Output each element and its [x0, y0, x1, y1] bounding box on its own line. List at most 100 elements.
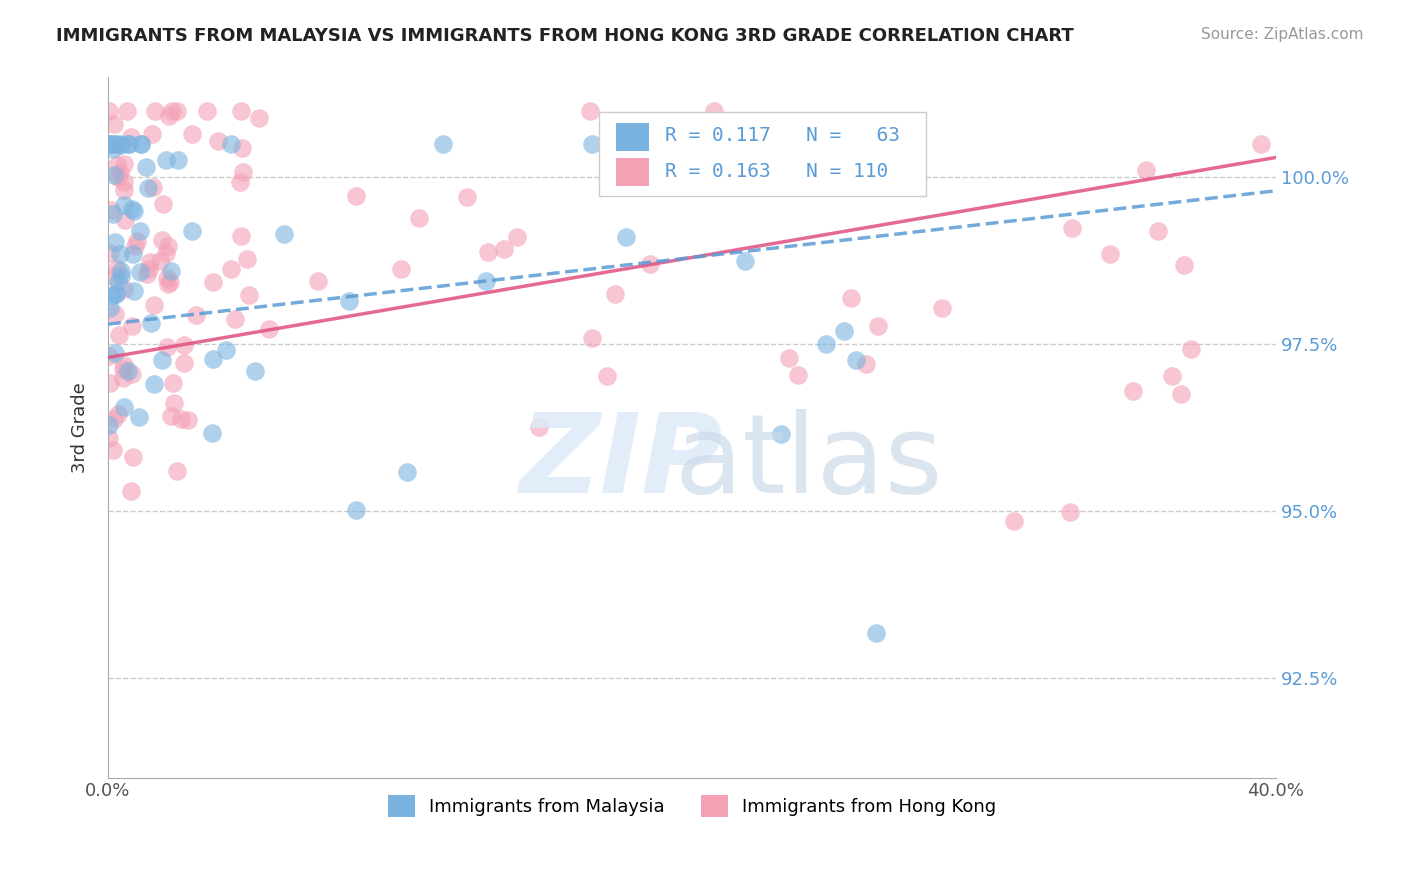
Immigrants from Hong Kong [638, 257, 661, 271]
Immigrants from Hong Kong [713, 161, 735, 176]
Immigrants from Hong Kong [492, 242, 515, 256]
Immigrants from Hong Kong [121, 318, 143, 333]
Immigrants from Malaysia [167, 153, 190, 167]
Immigrants from Hong Kong [100, 203, 122, 218]
Immigrants from Hong Kong [125, 234, 148, 248]
Immigrants from Malaysia [118, 137, 141, 152]
Text: IMMIGRANTS FROM MALAYSIA VS IMMIGRANTS FROM HONG KONG 3RD GRADE CORRELATION CHAR: IMMIGRANTS FROM MALAYSIA VS IMMIGRANTS F… [56, 27, 1074, 45]
Immigrants from Hong Kong [98, 103, 121, 118]
Immigrants from Hong Kong [160, 103, 183, 118]
Immigrants from Malaysia [101, 207, 124, 221]
Immigrants from Malaysia [104, 137, 127, 152]
Immigrants from Hong Kong [866, 319, 889, 334]
Immigrants from Hong Kong [1099, 247, 1122, 261]
Immigrants from Hong Kong [841, 291, 863, 305]
Immigrants from Hong Kong [231, 141, 253, 155]
Immigrants from Hong Kong [143, 103, 166, 118]
Immigrants from Hong Kong [1059, 505, 1081, 519]
Immigrants from Hong Kong [931, 301, 953, 315]
FancyBboxPatch shape [599, 112, 925, 196]
Immigrants from Malaysia [108, 247, 131, 261]
Immigrants from Hong Kong [103, 412, 125, 426]
Immigrants from Malaysia [201, 426, 224, 441]
Immigrants from Malaysia [121, 202, 143, 216]
Immigrants from Hong Kong [1135, 163, 1157, 178]
Immigrants from Hong Kong [120, 129, 142, 144]
Immigrants from Malaysia [98, 301, 121, 316]
Immigrants from Malaysia [138, 180, 160, 194]
Bar [616, 123, 648, 151]
Immigrants from Hong Kong [1173, 258, 1195, 272]
Immigrants from Malaysia [98, 418, 121, 433]
Immigrants from Hong Kong [1250, 137, 1272, 152]
Immigrants from Hong Kong [195, 103, 218, 118]
Immigrants from Hong Kong [170, 412, 193, 426]
Immigrants from Hong Kong [202, 275, 225, 289]
Immigrants from Hong Kong [157, 109, 180, 123]
Immigrants from Malaysia [581, 137, 603, 152]
Text: R = 0.117   N =   63: R = 0.117 N = 63 [665, 126, 900, 145]
Immigrants from Malaysia [103, 142, 125, 156]
Immigrants from Hong Kong [136, 267, 159, 281]
Immigrants from Malaysia [814, 337, 837, 351]
Immigrants from Hong Kong [115, 103, 138, 118]
Immigrants from Hong Kong [603, 287, 626, 301]
Immigrants from Malaysia [344, 502, 367, 516]
Immigrants from Hong Kong [1122, 384, 1144, 398]
Immigrants from Hong Kong [139, 254, 162, 268]
Immigrants from Malaysia [832, 324, 855, 338]
Immigrants from Malaysia [243, 364, 266, 378]
Text: atlas: atlas [675, 409, 943, 516]
Immigrants from Malaysia [122, 284, 145, 298]
Immigrants from Hong Kong [238, 288, 260, 302]
Y-axis label: 3rd Grade: 3rd Grade [72, 382, 89, 473]
Immigrants from Hong Kong [152, 233, 174, 247]
Immigrants from Malaysia [110, 269, 132, 284]
Immigrants from Hong Kong [157, 277, 180, 292]
Immigrants from Hong Kong [219, 262, 242, 277]
Immigrants from Hong Kong [111, 362, 134, 376]
Immigrants from Hong Kong [529, 420, 551, 434]
Immigrants from Hong Kong [177, 413, 200, 427]
Immigrants from Hong Kong [108, 328, 131, 343]
Immigrants from Malaysia [100, 288, 122, 302]
Immigrants from Hong Kong [112, 183, 135, 197]
Immigrants from Malaysia [337, 294, 360, 309]
Immigrants from Malaysia [105, 287, 128, 301]
Immigrants from Malaysia [107, 275, 129, 289]
Immigrants from Hong Kong [155, 245, 177, 260]
Immigrants from Hong Kong [156, 239, 179, 253]
Immigrants from Hong Kong [159, 276, 181, 290]
Immigrants from Hong Kong [120, 484, 142, 499]
Immigrants from Hong Kong [166, 464, 188, 478]
Immigrants from Hong Kong [141, 127, 163, 141]
Immigrants from Malaysia [117, 137, 139, 152]
Immigrants from Hong Kong [229, 103, 252, 118]
Immigrants from Hong Kong [112, 175, 135, 189]
Immigrants from Malaysia [159, 264, 181, 278]
Immigrants from Malaysia [103, 137, 125, 152]
Immigrants from Hong Kong [236, 252, 259, 267]
Immigrants from Hong Kong [257, 322, 280, 336]
Immigrants from Hong Kong [98, 431, 121, 445]
Immigrants from Hong Kong [121, 367, 143, 381]
Immigrants from Malaysia [98, 137, 121, 152]
Immigrants from Malaysia [202, 352, 225, 367]
Immigrants from Hong Kong [166, 103, 188, 118]
Immigrants from Malaysia [110, 138, 132, 153]
Immigrants from Malaysia [128, 410, 150, 425]
Immigrants from Malaysia [114, 401, 136, 415]
Immigrants from Malaysia [215, 343, 238, 357]
Immigrants from Malaysia [108, 137, 131, 152]
Immigrants from Hong Kong [1170, 386, 1192, 401]
Immigrants from Malaysia [432, 137, 454, 152]
Immigrants from Malaysia [129, 265, 152, 279]
Immigrants from Hong Kong [307, 274, 329, 288]
Immigrants from Malaysia [273, 227, 295, 242]
Immigrants from Hong Kong [163, 396, 186, 410]
Immigrants from Hong Kong [107, 408, 129, 422]
Legend: Immigrants from Malaysia, Immigrants from Hong Kong: Immigrants from Malaysia, Immigrants fro… [380, 788, 1004, 824]
Immigrants from Malaysia [117, 363, 139, 377]
Immigrants from Hong Kong [152, 197, 174, 211]
Immigrants from Malaysia [103, 168, 125, 182]
